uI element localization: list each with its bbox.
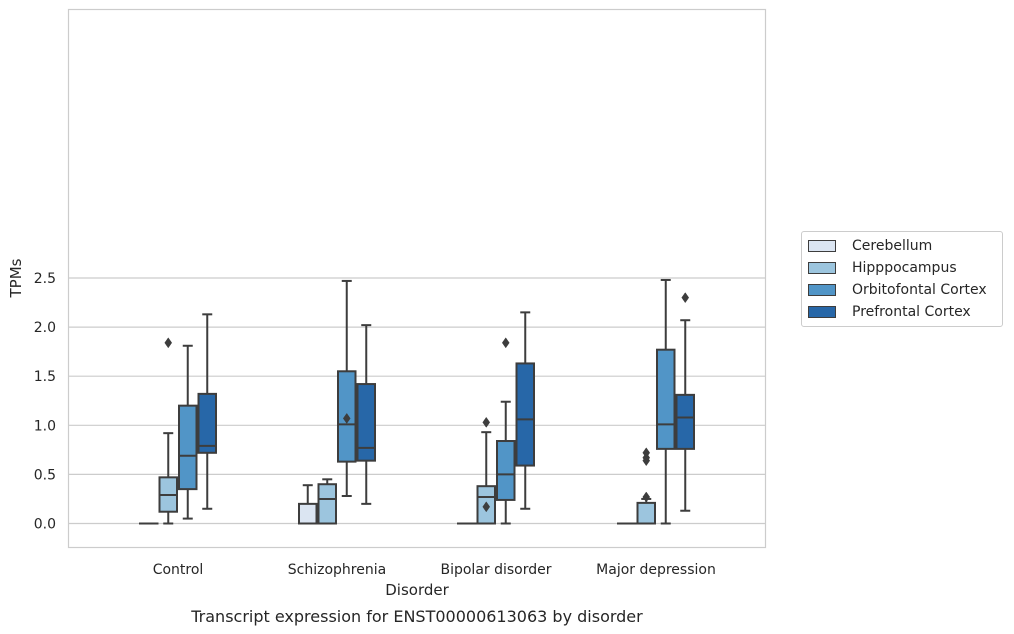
box-group	[298, 484, 318, 525]
box-group	[356, 324, 376, 505]
y-tick-label: 0.5	[34, 467, 56, 483]
legend: Cerebellum Hipppocampus Orbitofontal Cor…	[801, 231, 1003, 327]
legend-item-prefrontal-cortex: Prefrontal Cortex	[808, 302, 971, 322]
y-tick-label: 2.0	[34, 320, 56, 336]
box-iqr	[356, 383, 376, 462]
x-axis-label: Disorder	[385, 581, 449, 599]
legend-item-hippocampus: Hipppocampus	[808, 258, 957, 278]
legend-label-hippocampus: Hipppocampus	[852, 260, 957, 276]
box-group	[178, 344, 198, 520]
y-tick-label: 0.0	[34, 517, 56, 533]
chart-caption: Transcript expression for ENST0000061306…	[190, 607, 643, 626]
box-iqr	[317, 483, 337, 525]
box-iqr	[675, 393, 695, 450]
box-group	[636, 447, 656, 525]
legend-swatch-orbitofrontal-cortex	[808, 284, 836, 296]
legend-swatch-cerebellum	[808, 240, 836, 252]
x-tick-label: Major depression	[596, 562, 716, 578]
box-iqr	[656, 348, 676, 450]
box-group	[197, 313, 217, 510]
outlier-point	[342, 412, 351, 424]
legend-item-orbitofrontal-cortex: Orbitofontal Cortex	[808, 280, 987, 300]
outlier-point	[642, 447, 651, 459]
legend-item-cerebellum: Cerebellum	[808, 236, 932, 256]
box-iqr	[636, 501, 656, 525]
box-iqr	[197, 392, 217, 454]
x-tick-label: Bipolar disorder	[440, 562, 551, 578]
x-tick-label: Schizophrenia	[288, 562, 386, 578]
legend-swatch-hippocampus	[808, 262, 836, 274]
outlier-point	[642, 491, 651, 503]
y-tick-label: 2.5	[34, 271, 56, 287]
box-iqr	[178, 404, 198, 491]
box-group	[656, 278, 676, 525]
outlier-point	[501, 337, 510, 349]
y-tick-label: 1.5	[34, 369, 56, 385]
box-group	[317, 478, 337, 525]
box-group	[158, 337, 178, 525]
outlier-point	[482, 501, 491, 513]
box-group	[476, 416, 496, 525]
legend-label-cerebellum: Cerebellum	[852, 238, 933, 254]
y-axis-label: TPMs	[7, 258, 25, 298]
box-iqr	[298, 502, 318, 525]
outlier-point	[681, 292, 690, 304]
x-tick-label: Control	[153, 562, 204, 578]
outlier-point	[482, 416, 491, 428]
box-group	[337, 279, 357, 498]
box-group	[515, 311, 535, 510]
box-iqr	[515, 362, 535, 467]
legend-label-orbitofrontal-cortex: Orbitofontal Cortex	[852, 282, 987, 298]
box-group	[496, 337, 516, 525]
box-group	[675, 292, 695, 512]
legend-swatch-prefrontal-cortex	[808, 306, 836, 318]
y-tick-label: 1.0	[34, 418, 56, 434]
box-iqr	[496, 440, 516, 501]
outlier-point	[164, 337, 173, 349]
legend-label-prefrontal-cortex: Prefrontal Cortex	[852, 304, 971, 320]
